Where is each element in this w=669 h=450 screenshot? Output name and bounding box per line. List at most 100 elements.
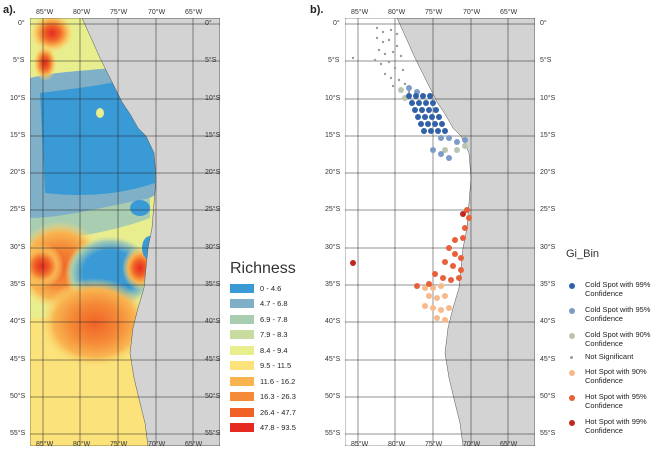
panel-a-right-tick: 25°S xyxy=(205,206,221,213)
not-significant-point xyxy=(403,82,407,86)
richness-legend-item: 47.8 - 93.5 xyxy=(230,422,296,434)
hot-spot-90-point xyxy=(438,307,444,313)
hot-spot-95-point xyxy=(426,281,432,287)
panel-a-left-tick: 40°S xyxy=(10,318,26,325)
panel-b-right-tick: 50°S xyxy=(540,393,556,400)
not-significant-point xyxy=(383,72,387,76)
not-significant-point xyxy=(387,60,391,64)
panel-b-bottom-tick: 65°W xyxy=(500,441,518,448)
richness-swatch xyxy=(230,423,254,432)
cold-spot-95-point xyxy=(438,135,444,141)
cold-spot-99-point xyxy=(418,121,424,127)
panel-b-right-tick: 25°S xyxy=(540,206,556,213)
panel-a-left-tick: 45°S xyxy=(10,356,26,363)
richness-legend-label: 6.9 - 7.8 xyxy=(260,314,288,324)
panel-b-right-tick: 35°S xyxy=(540,281,556,288)
panel-a-left-tick: 50°S xyxy=(10,393,26,400)
hot-spot-90-point xyxy=(430,305,436,311)
panel-a-right-tick: 35°S xyxy=(205,281,221,288)
not-significant-point xyxy=(399,54,403,58)
not-significant-point xyxy=(389,76,393,80)
cold-spot-99-point xyxy=(428,128,434,134)
panel-a-left-tick: 25°S xyxy=(10,206,26,213)
hot-spot-95-point xyxy=(414,283,420,289)
cold-spot-95-point xyxy=(438,151,444,157)
not-significant-point xyxy=(391,50,395,54)
panel-b-left-tick: 55°S xyxy=(325,430,341,437)
cold-spot-99-point xyxy=(436,114,442,120)
panel-b-right-tick: 0° xyxy=(540,20,547,27)
panel-a-right-tick: 55°S xyxy=(205,430,221,437)
cold-spot-90-point xyxy=(462,143,468,149)
panel-b-right-tick: 40°S xyxy=(540,318,556,325)
not-significant-point xyxy=(389,28,393,32)
hotspot-map xyxy=(345,18,535,446)
panel-a-top-tick: 70°W xyxy=(148,9,166,16)
cold-spot-99-point xyxy=(432,121,438,127)
panel-b-top-tick: 75°W xyxy=(425,9,443,16)
gi-legend-dot xyxy=(569,308,575,314)
hot-spot-95-point xyxy=(452,237,458,243)
hot-spot-95-point xyxy=(432,271,438,277)
hot-spot-90-point xyxy=(434,315,440,321)
not-significant-point xyxy=(375,26,379,30)
richness-map xyxy=(30,18,220,446)
gi-legend-dot xyxy=(569,395,575,401)
cold-spot-99-point xyxy=(430,100,436,106)
gi-legend-dot xyxy=(569,370,575,376)
panel-a-left-tick: 0° xyxy=(18,20,25,27)
cold-spot-99-point xyxy=(416,100,422,106)
cold-spot-99-point xyxy=(442,128,448,134)
hot-spot-95-point xyxy=(450,263,456,269)
cold-spot-99-point xyxy=(423,100,429,106)
cold-spot-99-point xyxy=(439,121,445,127)
panel-a-top-tick: 75°W xyxy=(110,9,128,16)
panel-b-right-tick: 45°S xyxy=(540,356,556,363)
hot-spot-95-point xyxy=(448,277,454,283)
gi-legend-label: Hot Spot with 90% Confidence xyxy=(585,367,647,385)
not-significant-point xyxy=(379,62,383,66)
cold-spot-95-point xyxy=(446,155,452,161)
panel-a-bottom-tick: 65°W xyxy=(185,441,203,448)
panel-b-right-tick: 15°S xyxy=(540,132,556,139)
cold-spot-95-point xyxy=(454,139,460,145)
richness-swatch xyxy=(230,299,254,308)
not-significant-point xyxy=(407,90,411,94)
hot-spot-90-point xyxy=(438,283,444,289)
panel-a-left-tick: 30°S xyxy=(10,244,26,251)
panel-b-left-tick: 50°S xyxy=(325,393,341,400)
cold-spot-99-point xyxy=(421,128,427,134)
richness-swatch xyxy=(230,345,254,355)
cold-spot-99-point xyxy=(406,93,412,99)
gi-legend-label: Cold Spot with 95% Confidence xyxy=(585,305,651,323)
not-significant-point xyxy=(401,68,405,72)
cold-spot-95-point xyxy=(462,137,468,143)
richness-swatch xyxy=(230,376,254,386)
hot-spot-90-point xyxy=(442,317,448,323)
richness-legend-title: Richness xyxy=(230,260,296,277)
panel-b-left-tick: 10°S xyxy=(325,95,341,102)
richness-legend-label: 47.8 - 93.5 xyxy=(260,423,296,432)
panel-a-left-tick: 10°S xyxy=(10,95,26,102)
hot-spot-90-point xyxy=(446,305,452,311)
panel-a-left-tick: 5°S xyxy=(13,57,25,64)
not-significant-point xyxy=(351,56,355,60)
panel-b-top-tick: 65°W xyxy=(500,9,518,16)
panel-b-left-tick: 30°S xyxy=(325,244,341,251)
hot-spot-95-point xyxy=(452,251,458,257)
richness-legend-item: 0 - 4.6 xyxy=(230,282,281,294)
hot-spot-90-point xyxy=(442,293,448,299)
panel-a-right-tick: 30°S xyxy=(205,244,221,251)
not-significant-point xyxy=(393,66,397,70)
hot-spot-95-point xyxy=(464,207,470,213)
richness-swatch xyxy=(230,330,254,339)
panel-a-right-tick: 15°S xyxy=(205,132,221,139)
panel-b-bottom-tick: 70°W xyxy=(463,441,481,448)
not-significant-point xyxy=(397,78,401,82)
gi-legend-dot xyxy=(569,420,575,426)
gi-legend-label: Hot Spot with 99% Confidence xyxy=(585,417,647,435)
cold-spot-99-point xyxy=(422,114,428,120)
cold-spot-99-point xyxy=(413,93,419,99)
panel-a-right-tick: 0° xyxy=(205,20,212,27)
richness-legend-item: 7.9 - 8.3 xyxy=(230,329,288,341)
